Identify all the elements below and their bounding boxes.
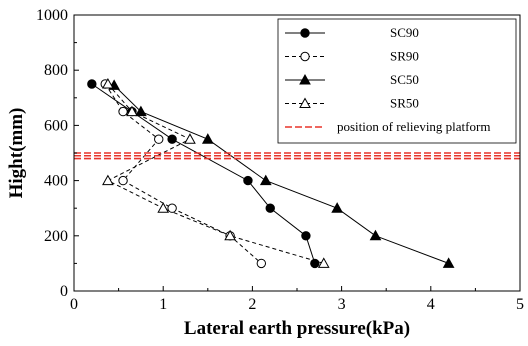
data-point — [299, 97, 311, 108]
data-point — [331, 202, 343, 213]
data-point — [310, 258, 320, 269]
data-point — [259, 174, 272, 186]
data-point — [256, 258, 267, 269]
y-tick-label: 400 — [44, 173, 68, 190]
x-axis-title: Lateral earth pressure(kPa) — [184, 318, 410, 339]
x-tick-label: 0 — [70, 296, 78, 313]
data-point — [167, 134, 177, 144]
data-point — [118, 106, 128, 117]
data-point — [167, 203, 177, 213]
y-tick-label: 0 — [60, 283, 68, 300]
data-point — [243, 175, 253, 186]
y-tick-label: 200 — [44, 228, 68, 245]
y-tick-label: 600 — [44, 117, 68, 134]
y-tick-label: 1000 — [36, 7, 68, 24]
x-tick-label: 2 — [248, 296, 256, 313]
data-point — [102, 174, 114, 186]
data-point — [301, 231, 311, 241]
x-tick-label: 4 — [427, 296, 435, 313]
legend-label-sr90: SR90 — [390, 49, 419, 64]
data-point — [102, 77, 114, 89]
data-point — [224, 229, 236, 241]
data-point — [118, 175, 128, 186]
x-tick-label: 5 — [516, 296, 524, 313]
data-point — [300, 51, 310, 62]
data-point — [299, 73, 311, 85]
legend-label-sc50: SC50 — [390, 72, 419, 87]
legend: SC90 SR90 SC50 SR50 position of relieving pl… — [277, 18, 517, 144]
data-point — [135, 105, 147, 117]
data-point — [442, 257, 455, 268]
data-point — [87, 79, 97, 89]
data-point — [154, 134, 164, 144]
x-tick-label: 3 — [338, 296, 346, 313]
legend-box — [277, 18, 517, 144]
x-tick-label: 1 — [159, 296, 167, 313]
y-tick-label: 800 — [44, 62, 68, 79]
legend-label-sr50: SR50 — [390, 96, 419, 111]
legend-label-sc90: SC90 — [390, 25, 419, 40]
data-point — [126, 105, 138, 117]
data-point — [300, 28, 310, 38]
y-axis-title: Hight(mm) — [6, 108, 27, 199]
data-point — [157, 202, 170, 213]
legend-label-reference: position of relieving platform — [337, 119, 490, 134]
reference-lines — [74, 152, 520, 160]
data-point — [201, 133, 214, 144]
axis-ticks: 0 1 2 3 4 5 0 200 400 600 800 1000 — [36, 7, 524, 313]
data-point — [265, 203, 275, 213]
data-point — [184, 133, 196, 144]
data-point — [317, 257, 330, 268]
data-point — [369, 229, 382, 241]
series-markers — [87, 77, 455, 269]
